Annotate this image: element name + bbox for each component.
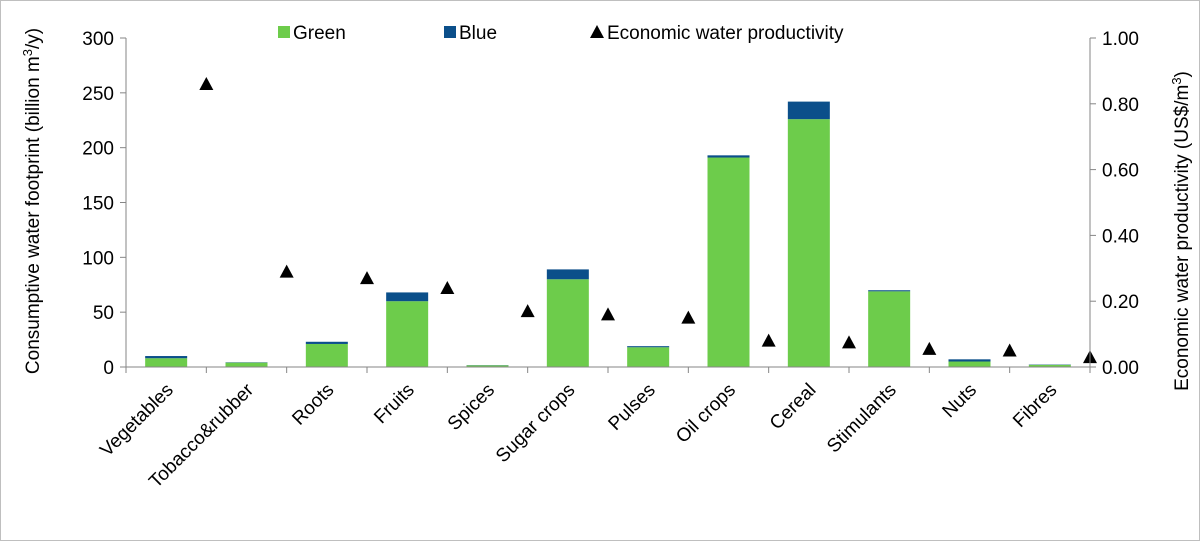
x-tick-label-0: Vegetables (96, 380, 177, 461)
legend-swatch-blue (444, 26, 456, 38)
bar-blue-6 (627, 346, 669, 347)
y-axis-left-title-end: /y) (23, 28, 44, 49)
bar-green-7 (708, 158, 750, 367)
bar-green-6 (627, 347, 669, 367)
y-left-tick-label-3: 150 (82, 194, 114, 215)
y-axis-left-title-main: Consumptive water footprint (billion m (23, 56, 44, 374)
point-productivity-5 (601, 307, 615, 320)
y-axis-right-title: Economic water productivity (US$/m3) (1169, 71, 1193, 391)
y-right-tick-label-3: 0.60 (1102, 161, 1139, 182)
bar-blue-0 (145, 356, 187, 358)
legend-swatch-green (278, 26, 290, 38)
bar-green-10 (949, 362, 991, 367)
point-productivity-1 (280, 265, 294, 278)
point-productivity-10 (1003, 344, 1017, 357)
point-productivity-3 (440, 281, 454, 294)
point-productivity-8 (842, 335, 856, 348)
bar-green-2 (306, 344, 348, 367)
legend-label-green: Green (293, 23, 346, 44)
y-left-tick-label-1: 50 (93, 303, 114, 324)
point-productivity-0 (199, 77, 213, 90)
bar-green-9 (868, 291, 910, 367)
bar-green-0 (145, 358, 187, 367)
x-tick-label-8: Cereal (766, 380, 820, 434)
point-productivity-9 (922, 342, 936, 355)
y-left-tick-label-5: 250 (82, 84, 114, 105)
y-right-tick-label-5: 1.00 (1102, 29, 1139, 50)
bar-green-1 (226, 363, 268, 367)
bar-blue-7 (708, 155, 750, 157)
x-tick-label-11: Fibres (1009, 380, 1061, 432)
bars-layer (145, 102, 1071, 367)
y-axis-left-title: Consumptive water footprint (billion m3/… (20, 28, 44, 374)
x-tick-label-10: Nuts (939, 380, 981, 422)
x-tick-label-9: Stimulants (823, 380, 901, 458)
x-tick-label-7: Oil crops (672, 380, 740, 448)
bar-green-8 (788, 119, 830, 367)
x-tick-label-2: Roots (288, 380, 338, 430)
y-right-tick-label-4: 0.80 (1102, 95, 1139, 116)
bar-blue-9 (868, 290, 910, 291)
legend-label-blue: Blue (459, 23, 497, 44)
y-left-tick-label-4: 200 (82, 139, 114, 160)
legend: Green Blue Economic water productivity (278, 23, 844, 44)
y-left-tick-label-2: 100 (82, 248, 114, 269)
y-right-tick-label-0: 0.00 (1102, 358, 1139, 379)
point-productivity-7 (762, 334, 776, 347)
bar-green-3 (386, 301, 428, 367)
markers-layer (199, 77, 1097, 363)
y-left-tick-label-6: 300 (82, 29, 114, 50)
y-axis-right-title-end: ) (1172, 71, 1193, 77)
x-tick-label-5: Sugar crops (492, 380, 579, 467)
bar-green-5 (547, 279, 589, 367)
bar-blue-8 (788, 102, 830, 120)
x-tick-label-3: Fruits (370, 380, 418, 428)
y-right-tick-label-2: 0.40 (1102, 226, 1139, 247)
x-tick-label-6: Pulses (605, 380, 660, 435)
bar-blue-10 (949, 359, 991, 361)
y-left-tick-label-0: 0 (103, 358, 114, 379)
bar-blue-2 (306, 342, 348, 344)
point-productivity-6 (681, 311, 695, 324)
y-right-tick-label-1: 0.20 (1102, 292, 1139, 313)
point-productivity-2 (360, 271, 374, 284)
y-axis-left-title-sup: 3 (20, 49, 35, 56)
x-tick-label-4: Spices (444, 380, 499, 435)
y-axis-right-title-sup: 3 (1169, 77, 1184, 84)
legend-triangle-icon (590, 25, 604, 38)
bar-blue-5 (547, 269, 589, 279)
bar-blue-3 (386, 292, 428, 301)
legend-label-productivity: Economic water productivity (607, 23, 844, 44)
y-axis-right-title-main: Economic water productivity (US$/m (1172, 85, 1193, 391)
point-productivity-4 (521, 304, 535, 317)
